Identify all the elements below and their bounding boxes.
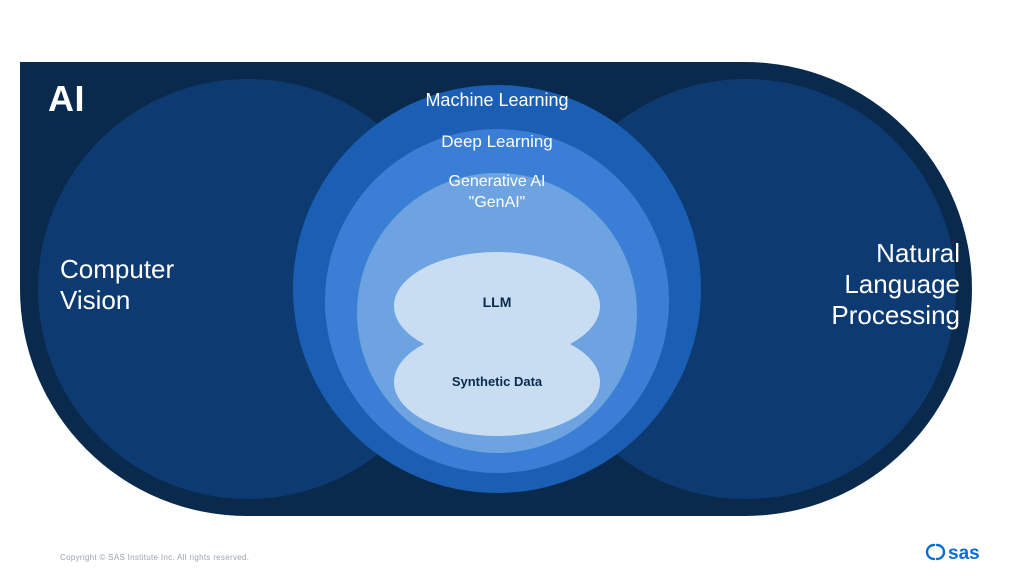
copyright-text: Copyright © SAS Institute Inc. All right…: [60, 553, 249, 562]
synthetic-data-label: Synthetic Data: [394, 374, 600, 389]
machine-learning-label: Machine Learning: [293, 90, 701, 111]
diagram-stage: AI Computer Vision Natural Language Proc…: [0, 0, 1024, 576]
sas-logo: sas: [924, 538, 994, 566]
generative-ai-label: Generative AI "GenAI": [357, 172, 637, 214]
nlp-label: Natural Language Processing: [790, 238, 960, 332]
llm-label: LLM: [394, 294, 600, 310]
sas-logo-text: sas: [948, 543, 980, 564]
computer-vision-label: Computer Vision: [60, 254, 240, 316]
ai-label: AI: [48, 78, 85, 120]
deep-learning-label: Deep Learning: [325, 132, 669, 152]
